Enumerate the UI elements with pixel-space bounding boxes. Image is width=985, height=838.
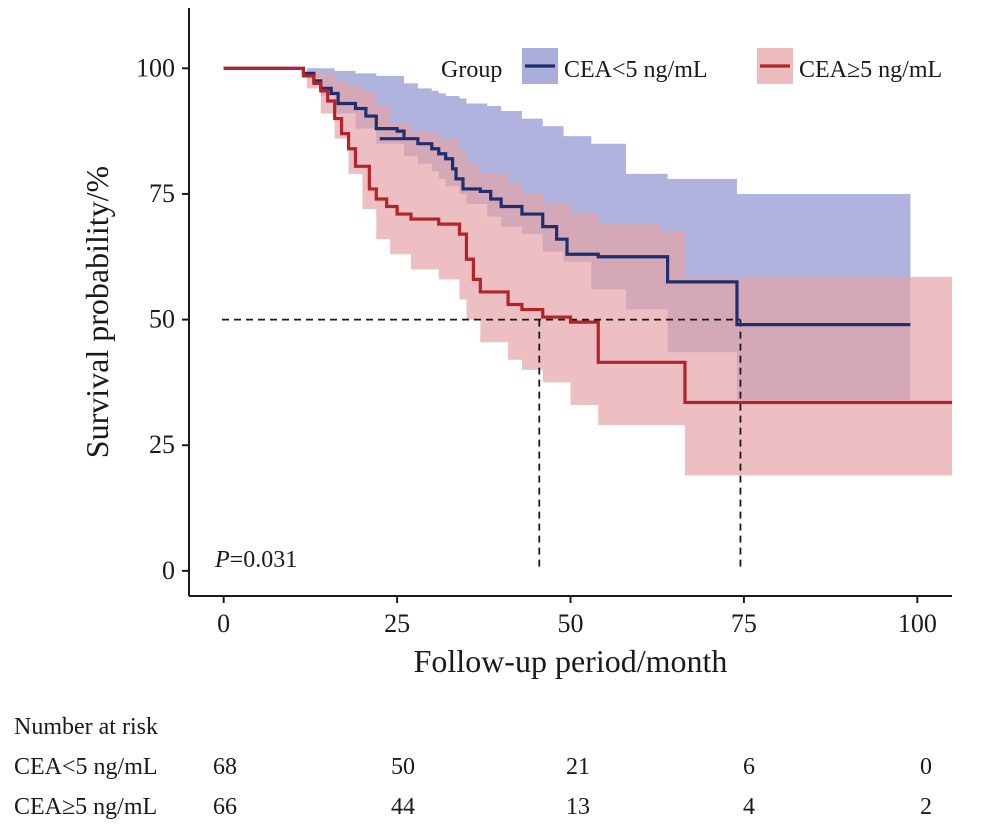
- y-axis-title: Survival probability/%: [79, 166, 115, 458]
- risk-count: 50: [391, 754, 415, 780]
- confidence-band-2: [223, 68, 952, 476]
- x-tick-label: 100: [898, 609, 937, 638]
- risk-row-label: CEA<5 ng/mL: [14, 754, 158, 780]
- y-tick-label: 50: [149, 305, 175, 334]
- x-axis-title: Follow-up period/month: [414, 643, 728, 679]
- median-reference-lines: [222, 318, 742, 571]
- legend-title: Group: [441, 57, 502, 83]
- survival-curves: [223, 66, 952, 405]
- risk-count: 6: [743, 754, 755, 780]
- risk-count: 2: [920, 794, 932, 820]
- survival-curve-1: [223, 66, 911, 327]
- risk-row-label: CEA≥5 ng/mL: [14, 794, 158, 820]
- x-tick-label: 50: [558, 609, 584, 638]
- survival-curve-2: [223, 66, 952, 405]
- x-tick-label: 25: [384, 609, 410, 638]
- legend-label-2: CEA≥5 ng/mL: [799, 57, 942, 83]
- risk-row-group-1: CEA<5 ng/mL 68 50 21 6 0: [0, 754, 985, 784]
- confidence-bands: [223, 68, 952, 476]
- risk-count: 0: [920, 754, 932, 780]
- risk-count: 68: [213, 754, 237, 780]
- risk-table-title: Number at risk: [14, 714, 158, 740]
- axes: 0 25 50 75 100 0 25 50 75 100 Follow-up period/mon…: [79, 8, 952, 679]
- y-tick-label: 75: [149, 179, 175, 208]
- legend-label-1: CEA<5 ng/mL: [564, 57, 708, 83]
- p-value-annotation: P=0.031: [214, 547, 297, 573]
- number-at-risk-table: Number at risk CEA<5 ng/mL 68 50 21 6 0 …: [0, 700, 985, 838]
- risk-count: 4: [743, 794, 755, 820]
- y-tick-label: 100: [136, 53, 175, 82]
- risk-row-group-2: CEA≥5 ng/mL 66 44 13 4 2: [0, 794, 985, 824]
- y-tick-label: 0: [162, 556, 175, 585]
- risk-count: 44: [391, 794, 415, 820]
- p-value-symbol: P: [214, 547, 230, 573]
- survival-chart: 0 25 50 75 100 0 25 50 75 100 Follow-up period/mon…: [79, 8, 952, 679]
- risk-count: 21: [566, 754, 590, 780]
- x-tick-label: 0: [217, 609, 230, 638]
- legend: Group CEA<5 ng/mL CEA≥5 ng/mL: [441, 48, 942, 84]
- p-value-text: =0.031: [230, 547, 298, 573]
- x-tick-label: 75: [731, 609, 757, 638]
- y-tick-label: 25: [149, 430, 175, 459]
- risk-count: 66: [213, 794, 237, 820]
- risk-count: 13: [566, 794, 590, 820]
